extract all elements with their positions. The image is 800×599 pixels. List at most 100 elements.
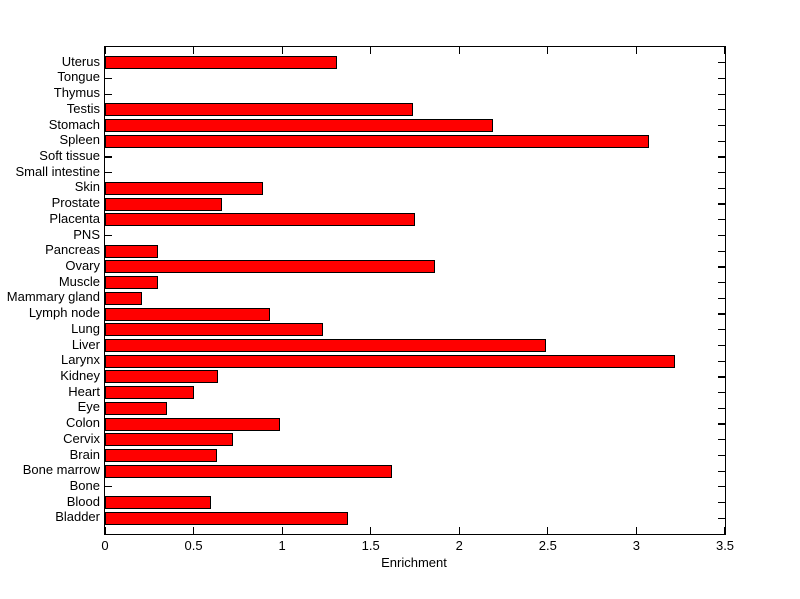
x-tick-label: 2.5: [538, 538, 557, 553]
bar: [105, 119, 493, 132]
x-tick-label: 0.5: [184, 538, 203, 553]
bar: [105, 401, 167, 415]
category-label: Eye: [77, 399, 100, 415]
y-tick-right: [718, 282, 725, 284]
bar: [105, 260, 435, 274]
x-tick-bottom: [281, 527, 283, 534]
bar: [105, 354, 676, 368]
x-tick-top: [370, 47, 372, 54]
bar: [105, 56, 338, 70]
bar: [105, 449, 217, 462]
y-tick-right: [718, 407, 725, 409]
category-label: Lung: [71, 320, 100, 336]
x-tick-label: 1.5: [361, 538, 380, 553]
y-tick-right: [718, 203, 725, 205]
y-tick-right: [718, 172, 725, 174]
bar: [105, 103, 414, 117]
x-tick-top: [547, 47, 549, 54]
bar: [105, 323, 323, 337]
y-tick-left: [105, 156, 112, 158]
y-tick-left: [105, 234, 112, 237]
y-tick-right: [718, 439, 725, 441]
y-tick-right: [718, 124, 725, 127]
x-tick-bottom: [724, 527, 726, 534]
bar: [105, 181, 263, 195]
x-tick-top: [458, 47, 460, 54]
category-label: Testis: [66, 100, 100, 116]
category-label: Placenta: [49, 210, 100, 226]
x-tick-label: 3: [632, 538, 641, 553]
category-label: PNS: [73, 226, 100, 242]
x-tick-top: [281, 47, 283, 54]
x-tick-top: [635, 47, 638, 54]
category-label: Mammary gland: [6, 289, 100, 305]
x-tick-top: [724, 47, 726, 54]
y-tick-right: [718, 187, 725, 189]
y-tick-right: [718, 297, 725, 299]
y-tick-left: [105, 486, 112, 488]
category-label: Brain: [69, 446, 100, 462]
category-label: Stomach: [48, 116, 100, 132]
category-label: Prostate: [51, 195, 100, 211]
x-tick-label: 0: [101, 538, 109, 553]
x-tick-label: 3.5: [715, 538, 735, 553]
bar: [105, 291, 143, 305]
y-tick-right: [718, 329, 725, 331]
category-label: Pancreas: [45, 242, 100, 258]
y-tick-left: [105, 172, 112, 174]
category-label: Bladder: [55, 509, 100, 525]
x-tick-top: [192, 47, 195, 54]
bar: [105, 386, 194, 400]
x-tick-label: 1: [278, 538, 286, 553]
category-label: Small intestine: [15, 163, 100, 179]
x-tick-label: 2: [455, 538, 463, 553]
x-axis-label: Enrichment: [381, 555, 447, 570]
category-label: Liver: [71, 336, 100, 352]
y-tick-right: [718, 77, 725, 80]
y-tick-left: [105, 93, 112, 95]
x-tick-bottom: [547, 527, 549, 534]
x-tick-top: [105, 47, 107, 54]
plot-area: [104, 46, 726, 535]
category-label: Spleen: [59, 132, 100, 148]
y-tick-right: [718, 423, 725, 425]
x-tick-bottom: [370, 527, 372, 534]
y-tick-right: [718, 219, 725, 221]
category-label: Soft tissue: [39, 148, 100, 163]
y-tick-right: [718, 313, 725, 315]
category-label: Uterus: [61, 53, 100, 69]
category-label: Bone: [69, 477, 100, 493]
bar: [105, 433, 233, 447]
bar: [105, 213, 415, 227]
bar: [105, 496, 212, 510]
y-tick-right: [718, 109, 725, 111]
bar: [105, 370, 219, 384]
y-tick-right: [718, 392, 725, 394]
x-tick-bottom: [635, 527, 638, 534]
y-tick-left: [105, 77, 112, 80]
category-label: Kidney: [60, 367, 100, 383]
bar: [105, 339, 547, 352]
category-label: Bone marrow: [22, 462, 100, 478]
category-label: Lymph node: [28, 305, 100, 321]
bar: [105, 276, 159, 290]
bar: [105, 244, 159, 258]
y-tick-right: [718, 470, 725, 472]
y-tick-right: [718, 517, 725, 519]
category-label: Ovary: [65, 257, 100, 273]
y-tick-right: [718, 156, 725, 158]
y-tick-right: [718, 234, 725, 237]
y-tick-right: [718, 62, 725, 64]
x-tick-bottom: [192, 527, 195, 534]
x-tick-bottom: [105, 527, 107, 534]
y-tick-right: [718, 93, 725, 95]
y-tick-right: [718, 360, 725, 362]
category-label: Larynx: [60, 352, 100, 368]
bar: [105, 464, 392, 478]
bar: [105, 417, 281, 431]
bar: [105, 307, 270, 321]
category-label: Skin: [74, 179, 100, 195]
y-tick-right: [718, 266, 725, 268]
y-tick-right: [718, 376, 725, 378]
